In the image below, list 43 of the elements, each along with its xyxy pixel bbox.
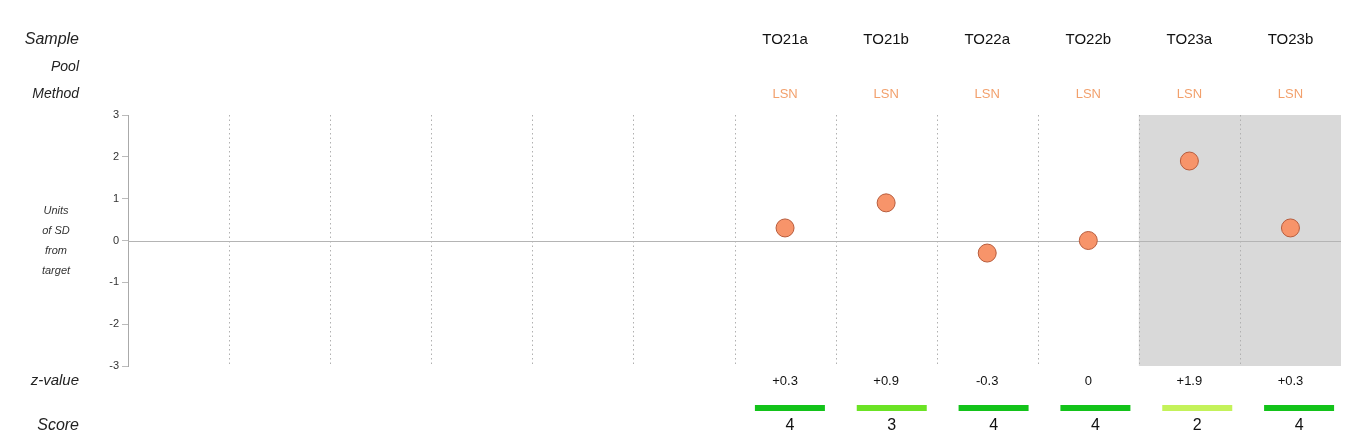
x-tick-label: TO22b <box>1065 30 1112 48</box>
text: LSN <box>873 85 899 101</box>
y-tick-label: -1 <box>109 275 119 288</box>
data-label: 4 <box>1294 416 1304 434</box>
text: Score <box>37 416 80 434</box>
point <box>1179 151 1199 171</box>
data-label: 2 <box>1192 416 1202 434</box>
data-label: +0.9 <box>873 372 899 388</box>
x-tick-label: TO23b <box>1267 30 1314 48</box>
data-label: 4 <box>1090 416 1100 434</box>
y-axis-title: Units of SD from target <box>41 203 71 276</box>
y-tick-label: 1 <box>112 191 119 204</box>
data-label: 4 <box>785 416 795 434</box>
point <box>876 193 896 213</box>
x-tick-label: TO23a <box>1166 30 1213 48</box>
text: Pool <box>50 57 80 74</box>
text: z-value <box>29 371 79 389</box>
data-label: +0.3 <box>1277 372 1304 388</box>
data-label: -0.3 <box>976 372 999 388</box>
x-tick-label: TO21a <box>762 30 809 48</box>
data-label: 0 <box>1084 372 1092 388</box>
text: LSN <box>772 85 798 101</box>
y-tick-label: -3 <box>109 359 119 372</box>
point <box>775 218 795 238</box>
y-tick-label: -2 <box>109 317 119 330</box>
text: LSN <box>1176 85 1203 101</box>
x-axis-title: Sample <box>24 30 80 48</box>
x-tick-label: TO22a <box>964 30 1011 48</box>
y-tick-label: 2 <box>112 149 119 162</box>
data-label: 4 <box>989 416 999 434</box>
text: LSN <box>1075 85 1101 101</box>
data-label: 3 <box>887 416 897 434</box>
text: LSN <box>974 85 1000 101</box>
y-tick-label: 3 <box>112 108 119 121</box>
text: Method <box>32 84 81 101</box>
text: LSN <box>1277 85 1304 101</box>
y-tick-label: 0 <box>112 233 119 246</box>
x-tick-label: TO21b <box>863 30 909 48</box>
point <box>1280 218 1300 238</box>
point <box>1078 231 1098 250</box>
point <box>977 243 997 263</box>
data-label: +0.3 <box>772 372 798 388</box>
data-label: +1.9 <box>1176 372 1203 388</box>
